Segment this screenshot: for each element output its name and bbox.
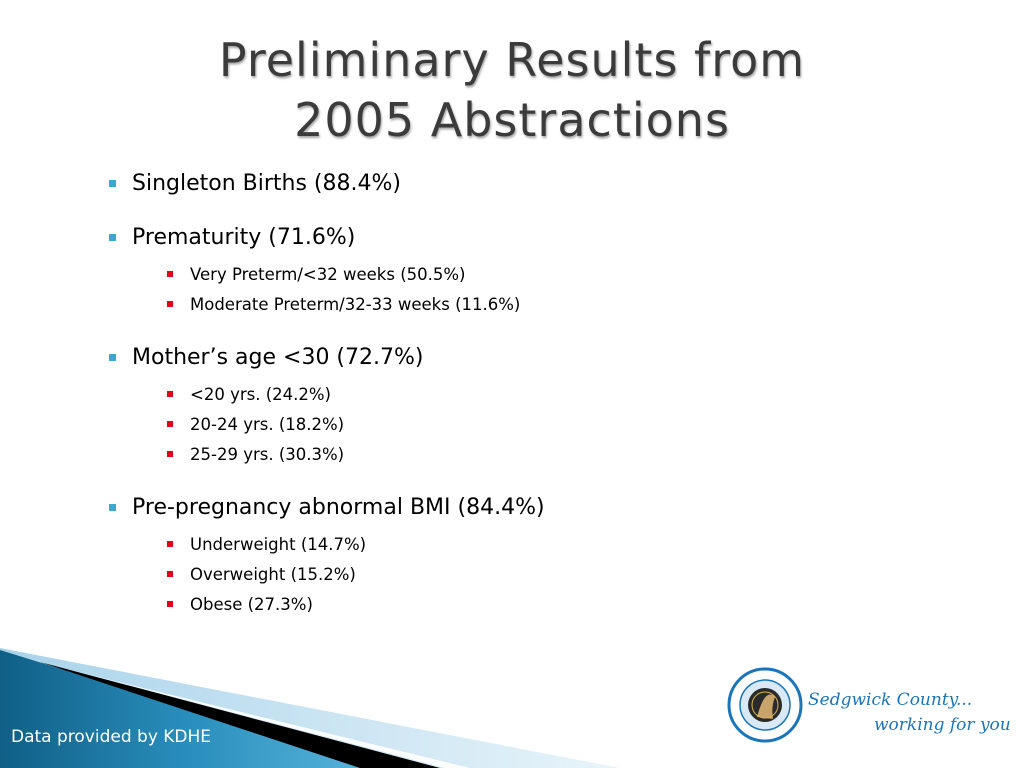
- title-line-2: 2005 Abstractions: [294, 93, 730, 147]
- brand-line-1: Sedgwick County...: [808, 690, 973, 710]
- bullet-text: Pre-pregnancy abnormal BMI (84.4%): [132, 495, 545, 520]
- sub-bullet: <20 yrs. (24.2%): [165, 380, 927, 410]
- bullet-prematurity: Prematurity (71.6%): [107, 222, 927, 254]
- county-seal-icon: [727, 667, 803, 743]
- sub-bullet-text: Moderate Preterm/32-33 weeks (11.6%): [190, 295, 521, 314]
- square-bullet-icon: [167, 541, 173, 547]
- sub-bullet: Overweight (15.2%): [165, 560, 927, 590]
- sub-bullet-text: 25-29 yrs. (30.3%): [190, 445, 345, 464]
- bullet-singleton-births: Singleton Births (88.4%): [107, 168, 927, 200]
- sub-bullet: 25-29 yrs. (30.3%): [165, 440, 927, 470]
- bullet-text: Singleton Births (88.4%): [132, 171, 401, 196]
- sub-bullet: Very Preterm/<32 weeks (50.5%): [165, 260, 927, 290]
- square-bullet-icon: [167, 451, 173, 457]
- square-bullet-icon: [167, 301, 173, 307]
- bullet-text: Prematurity (71.6%): [132, 225, 356, 250]
- square-bullet-icon: [167, 271, 173, 277]
- sub-bullet-text: Obese (27.3%): [190, 595, 313, 614]
- slide-title: Preliminary Results from 2005 Abstractio…: [0, 30, 1024, 150]
- square-bullet-icon: [109, 234, 116, 241]
- sub-bullet-text: Overweight (15.2%): [190, 565, 356, 584]
- sub-bullet: Underweight (14.7%): [165, 530, 927, 560]
- square-bullet-icon: [167, 571, 173, 577]
- brand-line-2: working for you: [874, 715, 1011, 735]
- sub-bullet: Moderate Preterm/32-33 weeks (11.6%): [165, 290, 927, 320]
- sub-bullet-text: Very Preterm/<32 weeks (50.5%): [190, 265, 466, 284]
- sub-bullet: 20-24 yrs. (18.2%): [165, 410, 927, 440]
- sub-bullet-text: Underweight (14.7%): [190, 535, 367, 554]
- bullet-text: Mother’s age <30 (72.7%): [132, 345, 424, 370]
- sub-bullet: Obese (27.3%): [165, 590, 927, 620]
- square-bullet-icon: [167, 391, 173, 397]
- bullet-bmi: Pre-pregnancy abnormal BMI (84.4%): [107, 492, 927, 524]
- square-bullet-icon: [167, 421, 173, 427]
- square-bullet-icon: [109, 180, 116, 187]
- data-source-note: Data provided by KDHE: [11, 727, 212, 747]
- square-bullet-icon: [167, 601, 173, 607]
- bullet-list: Singleton Births (88.4%) Prematurity (71…: [107, 168, 927, 620]
- sub-bullet-text: <20 yrs. (24.2%): [190, 385, 331, 404]
- square-bullet-icon: [109, 504, 116, 511]
- title-line-1: Preliminary Results from: [218, 33, 806, 87]
- sub-bullet-text: 20-24 yrs. (18.2%): [190, 415, 345, 434]
- square-bullet-icon: [109, 354, 116, 361]
- footer-swoosh: [0, 648, 620, 768]
- bullet-mothers-age: Mother’s age <30 (72.7%): [107, 342, 927, 374]
